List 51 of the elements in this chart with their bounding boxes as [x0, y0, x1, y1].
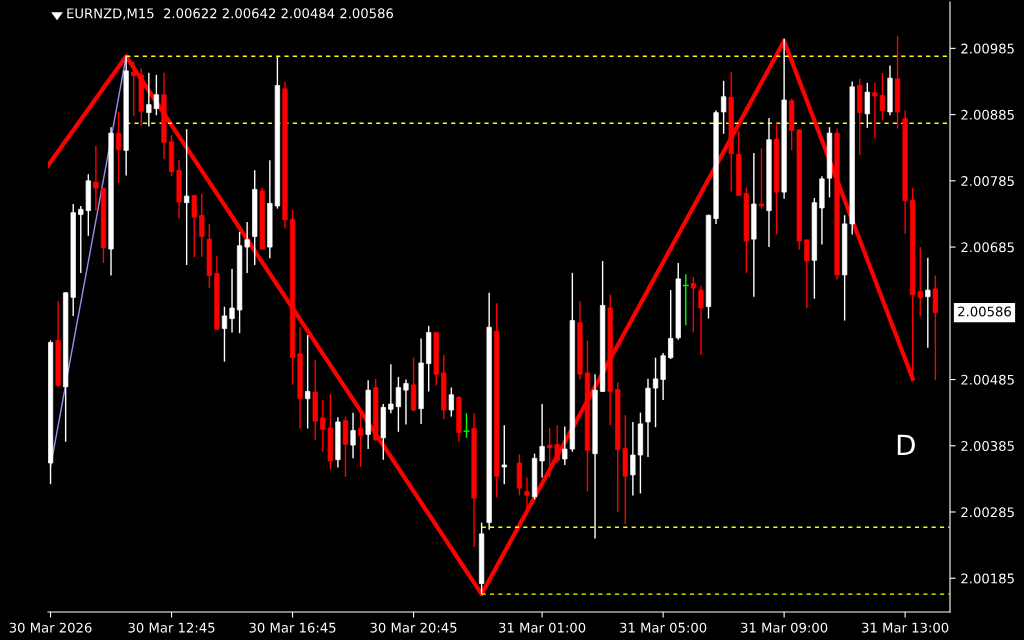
- candlestick: [191, 194, 197, 258]
- candlestick: [652, 356, 659, 428]
- candlestick: [698, 284, 704, 356]
- candlestick: [305, 334, 311, 430]
- candlestick: [539, 403, 545, 479]
- y-tick-label: 2.00885: [961, 109, 1014, 120]
- candlestick: [879, 72, 886, 122]
- candlestick: [221, 305, 228, 363]
- candlestick: [630, 421, 636, 497]
- annotation: D: [897, 434, 915, 455]
- y-tick-label: 2.00285: [961, 507, 1014, 518]
- x-tick-label: 31 Mar 01:00: [499, 622, 586, 633]
- chart-title: EURNZD,M15 2.00622 2.00642 2.00484 2.00586: [67, 8, 394, 20]
- x-tick-label: 31 Mar 09:00: [741, 622, 828, 633]
- candlestick: [872, 82, 878, 140]
- x-tick-label: 31 Mar 13:00: [862, 622, 949, 633]
- candlestick: [199, 193, 205, 258]
- x-tick-label: 30 Mar 2026: [9, 622, 92, 633]
- candlestick: [403, 378, 409, 426]
- y-tick-label: 2.00185: [961, 573, 1014, 584]
- candlestick: [350, 411, 356, 460]
- candlestick: [864, 82, 870, 129]
- candlestick: [721, 80, 727, 135]
- candlestick: [804, 239, 810, 309]
- candlestick: [524, 476, 530, 516]
- candlestick: [668, 289, 674, 360]
- candlestick: [342, 415, 349, 478]
- candlestick: [115, 111, 122, 184]
- x-tick-label: 30 Mar 20:45: [370, 622, 457, 633]
- candlestick: [463, 412, 470, 439]
- candlestick: [932, 274, 938, 381]
- y-tick-label: 2.00385: [961, 440, 1014, 451]
- x-tick-label: 30 Mar 16:45: [249, 622, 336, 633]
- y-tick-label: 2.00485: [961, 374, 1014, 385]
- candlestick: [357, 412, 364, 468]
- candlestick: [758, 147, 765, 210]
- candlestick: [229, 268, 235, 334]
- y-tick-label: 2.00985: [961, 43, 1014, 54]
- candlestick: [925, 256, 931, 349]
- x-tick-label: 30 Mar 12:45: [128, 622, 215, 633]
- candlestick: [501, 424, 507, 485]
- candlestick: [93, 145, 99, 212]
- candlestick: [660, 352, 666, 401]
- y-tick-label: 2.00685: [961, 242, 1014, 253]
- candlestick: [448, 386, 454, 418]
- candlestick: [690, 276, 696, 334]
- x-tick-label: 31 Mar 05:00: [620, 622, 707, 633]
- y-tick-label: 2.00785: [961, 176, 1014, 187]
- candlestick: [682, 273, 689, 326]
- candlestick: [184, 128, 190, 266]
- text: 2.00586: [958, 306, 1011, 317]
